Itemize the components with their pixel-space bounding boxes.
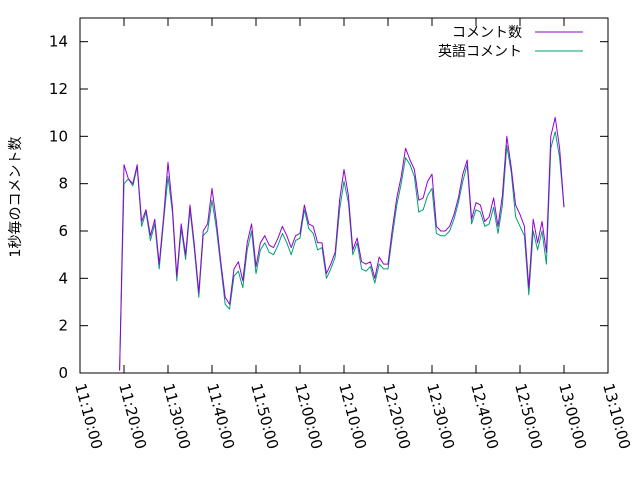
y-tick-label: 12: [49, 80, 68, 98]
y-tick-label: 6: [58, 222, 68, 240]
y-tick-label: 4: [58, 269, 68, 287]
y-tick-label: 10: [49, 127, 68, 145]
series-layer: [119, 116, 565, 371]
series-line: [119, 131, 565, 371]
y-tick-label: 8: [58, 175, 68, 193]
legend-label: コメント数: [452, 25, 522, 41]
series-line: [119, 116, 565, 371]
y-tick-label: 14: [49, 33, 68, 51]
y-tick-label: 0: [58, 364, 68, 382]
y-tick-label: 2: [58, 317, 68, 335]
y-axis-title: 1秒毎のコメント数: [8, 137, 24, 258]
legend-label: 英語コメント: [438, 43, 522, 60]
y-axis: 0 2 4 6 8 10 12 14: [49, 33, 608, 382]
